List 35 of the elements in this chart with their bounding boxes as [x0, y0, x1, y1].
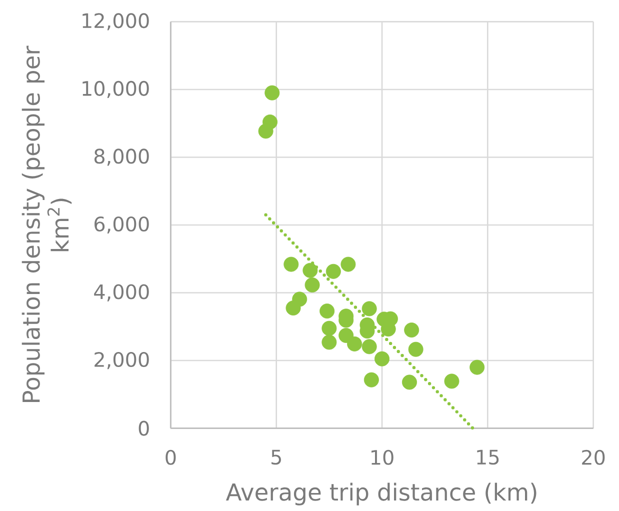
y-tick-label: 10,000 — [82, 80, 149, 98]
point — [402, 374, 417, 390]
point — [286, 300, 301, 316]
point — [264, 85, 280, 100]
x-tick-label: 5 — [272, 450, 281, 465]
point — [322, 334, 337, 350]
point — [444, 374, 460, 389]
y-tick-label: 12,000 — [82, 13, 149, 30]
x-tick-label: 15 — [477, 450, 499, 465]
y-tick-label: 4,000 — [94, 284, 149, 302]
point — [304, 277, 320, 292]
point — [284, 256, 299, 272]
point — [320, 304, 335, 319]
point — [364, 372, 379, 388]
x-axis-title: Average trip distance (km) — [226, 482, 536, 506]
point — [322, 320, 337, 336]
x-tick-label: 10 — [372, 450, 394, 465]
point — [347, 336, 362, 352]
y-tick-label: 0 — [138, 420, 149, 436]
y-tick-label: 2,000 — [94, 352, 149, 370]
y-tick-label: 6,000 — [94, 216, 149, 234]
point — [408, 342, 424, 357]
point — [326, 264, 341, 279]
point — [362, 339, 377, 354]
y-tick-label: 8,000 — [94, 148, 149, 166]
x-tick-label: 0 — [166, 450, 176, 465]
point — [374, 351, 390, 366]
point — [340, 256, 356, 272]
x-tick-label: 20 — [582, 450, 605, 465]
point — [470, 360, 485, 375]
y-axis-title: Population density (people per km$^{2}$) — [22, 46, 72, 402]
point — [302, 262, 318, 278]
point — [404, 322, 420, 338]
point — [362, 301, 377, 316]
point — [258, 124, 274, 139]
